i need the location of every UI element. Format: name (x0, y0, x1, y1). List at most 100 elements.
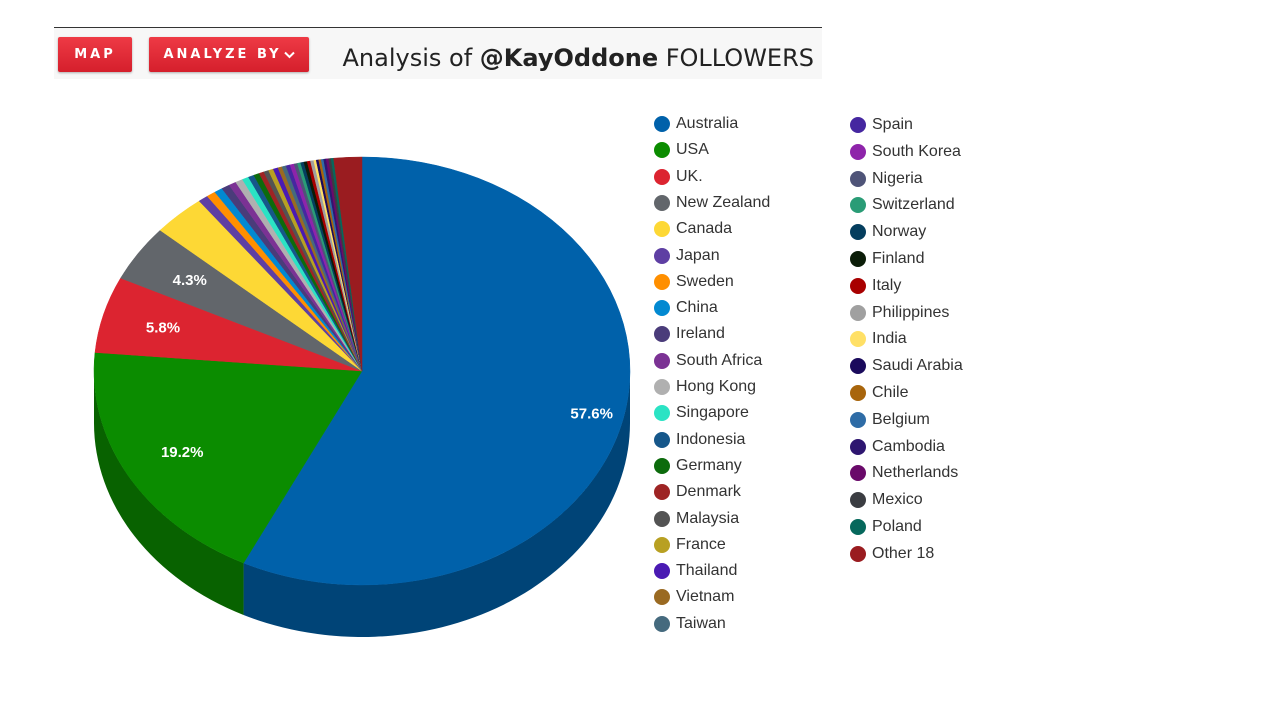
legend-label: Sweden (676, 272, 734, 290)
pie-data-label: 19.2% (161, 444, 204, 461)
legend-swatch (850, 358, 866, 375)
legend-label: Indonesia (676, 430, 746, 448)
legend-item-norway[interactable]: Norway (850, 223, 926, 241)
pie-slice-usa[interactable] (93, 352, 363, 564)
legend-item-singapore[interactable]: Singapore (654, 404, 749, 422)
legend-swatch (654, 247, 670, 264)
legend-swatch (654, 615, 670, 632)
legend-swatch (654, 300, 670, 317)
legend-swatch (654, 326, 670, 343)
legend-label: Norway (872, 223, 927, 241)
legend-swatch (850, 117, 866, 133)
legend-swatch (850, 277, 866, 294)
legend-swatch (654, 457, 670, 474)
legend-item-thailand[interactable]: Thailand (654, 562, 737, 580)
page-title: Analysis of @KayOddone FOLLOWERS (343, 44, 815, 72)
legend-label: Hong Kong (676, 378, 757, 395)
pie-slice-australia[interactable] (243, 156, 631, 586)
legend-item-usa[interactable]: USA (654, 141, 709, 159)
legend-swatch (654, 379, 670, 395)
legend-item-south-africa[interactable]: South Africa (654, 352, 762, 370)
legend-swatch (850, 170, 866, 187)
analyze-by-label: ANALYZE BY (163, 47, 282, 62)
legend-swatch (654, 510, 670, 527)
legend-swatch (850, 224, 866, 241)
legend-item-denmark[interactable]: Denmark (654, 483, 741, 501)
legend-label: Belgium (872, 410, 930, 428)
legend-label: New Zealand (676, 193, 771, 211)
legend-item-sweden[interactable]: Sweden (654, 273, 734, 291)
pie-side-usa (94, 371, 244, 615)
legend-label: Malaysia (676, 509, 740, 527)
legend-item-canada[interactable]: Canada (654, 220, 732, 238)
legend-item-hong-kong[interactable]: Hong Kong (654, 378, 756, 396)
title-prefix: Analysis of (342, 44, 480, 72)
legend-swatch (654, 484, 670, 501)
legend-item-vietnam[interactable]: Vietnam (654, 588, 734, 606)
legend-label: Mexico (872, 491, 923, 509)
legend-item-germany[interactable]: Germany (654, 457, 742, 475)
legend-item-philippines[interactable]: Philippines (850, 304, 949, 322)
legend-swatch (850, 411, 866, 428)
legend-swatch (850, 304, 866, 321)
legend-item-new-zealand[interactable]: New Zealand (654, 194, 770, 212)
legend-label: Other 18 (872, 544, 935, 562)
legend-item-uk-[interactable]: UK. (654, 168, 703, 186)
legend-swatch (654, 352, 670, 369)
legend-item-chile[interactable]: Chile (850, 384, 908, 402)
legend-swatch (654, 168, 670, 185)
legend-label: Australia (676, 115, 739, 132)
legend-item-other-18[interactable]: Other 18 (850, 545, 934, 563)
legend-item-netherlands[interactable]: Netherlands (850, 464, 958, 482)
legend-label: South Korea (872, 142, 961, 160)
legend-swatch (654, 431, 670, 448)
legend-item-mexico[interactable]: Mexico (850, 491, 923, 509)
map-button[interactable]: MAP (58, 37, 132, 72)
legend-item-south-korea[interactable]: South Korea (850, 143, 961, 161)
legend-swatch (654, 563, 670, 580)
legend-swatch (850, 385, 866, 401)
legend-item-italy[interactable]: Italy (850, 277, 901, 295)
legend-item-malaysia[interactable]: Malaysia (654, 510, 739, 528)
legend-item-france[interactable]: France (654, 536, 726, 554)
map-button-label: MAP (74, 47, 116, 62)
legend-swatch (654, 116, 670, 132)
legend-label: Germany (676, 456, 742, 474)
chevron-down-icon (283, 51, 295, 59)
legend-swatch (850, 143, 866, 160)
legend-swatch (850, 197, 866, 214)
legend-label: France (676, 535, 726, 553)
legend-item-belgium[interactable]: Belgium (850, 411, 930, 429)
legend-swatch (654, 536, 670, 553)
legend-label: Spain (872, 116, 913, 133)
legend-item-spain[interactable]: Spain (850, 116, 913, 134)
pie-data-label: 5.8% (146, 319, 180, 336)
legend-swatch (850, 438, 866, 455)
legend-item-india[interactable]: India (850, 330, 907, 348)
legend-item-saudi-arabia[interactable]: Saudi Arabia (850, 357, 963, 375)
legend-item-cambodia[interactable]: Cambodia (850, 438, 945, 456)
legend-item-ireland[interactable]: Ireland (654, 325, 725, 343)
pie-slice-other-18[interactable] (333, 156, 363, 372)
legend-item-china[interactable]: China (654, 299, 718, 317)
legend-label: Vietnam (676, 588, 735, 606)
legend-item-switzerland[interactable]: Switzerland (850, 196, 955, 214)
legend-swatch (850, 465, 866, 482)
legend-label: Nigeria (872, 169, 923, 187)
legend-label: Finland (872, 250, 925, 267)
legend-label: Thailand (676, 562, 738, 580)
legend-label: Denmark (676, 483, 741, 501)
pie-data-label: 4.3% (173, 272, 207, 289)
legend-label: Saudi Arabia (872, 357, 963, 375)
legend-item-japan[interactable]: Japan (654, 247, 720, 265)
legend-item-finland[interactable]: Finland (850, 250, 924, 268)
legend-label: USA (676, 141, 709, 159)
legend-label: Netherlands (872, 464, 959, 482)
analyze-by-button[interactable]: ANALYZE BY (149, 37, 309, 72)
legend-item-poland[interactable]: Poland (850, 518, 922, 536)
legend-item-australia[interactable]: Australia (654, 115, 738, 133)
pie-side-australia (243, 371, 630, 638)
legend-item-nigeria[interactable]: Nigeria (850, 170, 923, 188)
legend-item-taiwan[interactable]: Taiwan (654, 615, 726, 633)
legend-item-indonesia[interactable]: Indonesia (654, 431, 745, 449)
